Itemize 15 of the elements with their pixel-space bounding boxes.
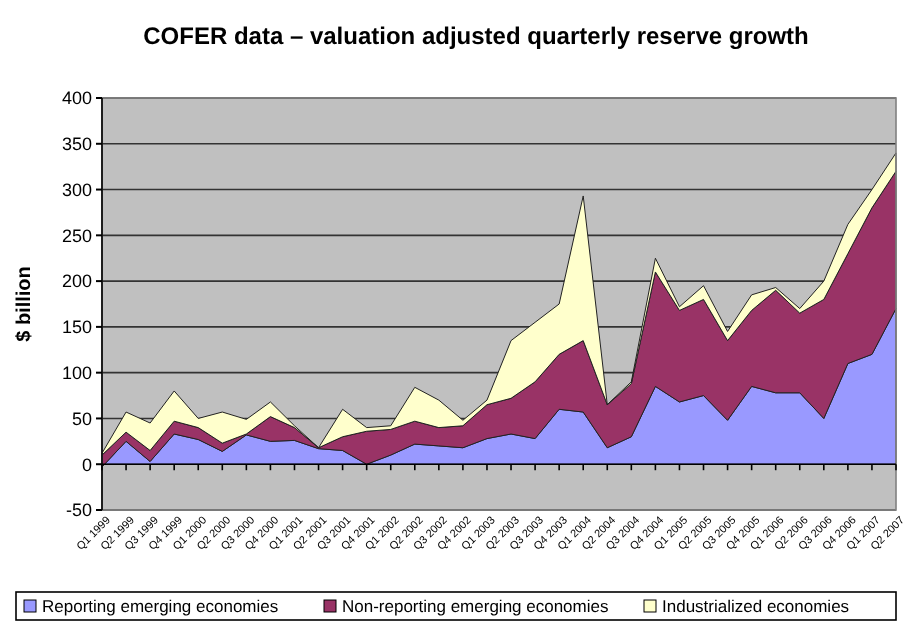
chart-title: COFER data – valuation adjusted quarterly reserve growth (143, 22, 809, 50)
y-axis-title: $ billion (14, 266, 36, 342)
y-tick-label: 200 (61, 271, 92, 292)
y-tick-label: 100 (61, 362, 92, 383)
y-tick-label: 350 (61, 134, 92, 155)
y-tick-label: -50 (65, 500, 92, 521)
y-tick-label: 250 (61, 225, 92, 246)
y-tick-label: 150 (61, 317, 92, 338)
y-tick-label: 0 (81, 454, 92, 475)
y-tick-label: 300 (61, 179, 92, 200)
legend-label: Reporting emerging economies (42, 595, 279, 616)
y-tick-label: 50 (71, 408, 92, 429)
legend-label: Non-reporting emerging economies (342, 595, 609, 616)
y-tick-label: 400 (61, 88, 92, 109)
legend-label: Industrialized economies (662, 595, 850, 616)
